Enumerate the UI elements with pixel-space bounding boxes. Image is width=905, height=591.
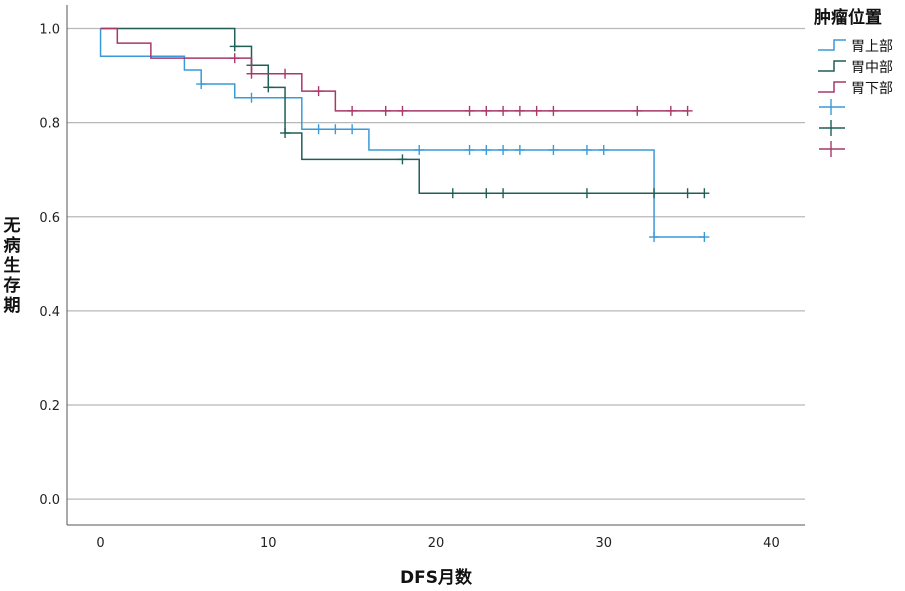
censor-mark [447, 188, 458, 199]
censor-mark [649, 188, 660, 199]
legend-title: 肿瘤位置 [814, 7, 882, 28]
legend-item-0: 胃上部 [818, 39, 893, 55]
censor-mark [699, 188, 710, 199]
x-tick-label-2: 20 [428, 536, 445, 551]
y-axis-label-char: 存 [4, 275, 21, 296]
x-tick-label-1: 10 [260, 536, 277, 551]
legend-item-2: 胃下部 [818, 81, 893, 97]
censor-mark [498, 144, 509, 155]
censor-mark [598, 144, 609, 155]
plot-frame [66, 5, 805, 526]
censor-mark [498, 105, 509, 116]
censor-mark [330, 124, 341, 135]
legend-step-symbol [818, 39, 846, 51]
x-axis-label: DFS月数 [400, 567, 473, 588]
censor-mark [481, 188, 492, 199]
legend-item-3 [819, 99, 845, 115]
x-axis-ticks: 0 10 20 30 40 [96, 536, 779, 551]
censor-mark [682, 188, 693, 199]
censor-mark [632, 105, 643, 116]
y-axis-ticks: 0.0 0.2 0.4 0.6 0.8 1.0 [39, 23, 60, 509]
y-axis-label-char: 生 [4, 255, 21, 276]
censor-mark [313, 86, 324, 97]
censor-mark [649, 232, 660, 242]
censor-mark [263, 82, 274, 93]
censor-mark [313, 124, 324, 135]
censor-mark [246, 92, 257, 103]
legend-item-5 [819, 141, 845, 157]
censor-mark [581, 188, 592, 199]
censor-mark [347, 105, 358, 116]
censor-mark [414, 144, 425, 155]
censor-mark [514, 105, 525, 116]
y-tick-label-2: 0.4 [39, 305, 60, 320]
x-tick-label-3: 30 [595, 536, 612, 551]
legend-label-1: 胃中部 [851, 60, 893, 76]
legend-item-1: 胃中部 [818, 60, 893, 76]
series-1 [100, 27, 710, 199]
censor-mark [531, 105, 542, 116]
y-tick-label-0: 0.0 [39, 493, 60, 508]
censor-mark [280, 68, 291, 79]
y-axis-label-char: 病 [4, 235, 21, 256]
legend-label-2: 胃下部 [851, 81, 893, 97]
censor-mark [347, 124, 358, 135]
censor-mark [699, 232, 710, 242]
series-2 [100, 27, 693, 116]
series-line-0 [99, 28, 705, 238]
x-tick-label-0: 0 [96, 536, 104, 551]
legend-step-symbol [818, 60, 846, 72]
censor-mark [280, 128, 291, 138]
censor-mark [464, 144, 475, 155]
x-tick-label-4: 40 [763, 536, 780, 551]
censor-mark [514, 144, 525, 155]
censor-mark [548, 144, 559, 155]
legend-label-0: 胃上部 [851, 39, 893, 55]
gridlines [67, 27, 805, 500]
censor-mark [665, 105, 676, 116]
censor-mark [229, 53, 240, 64]
censor-mark [229, 41, 240, 52]
series-0 [99, 28, 710, 242]
censor-mark [246, 68, 257, 79]
censor-mark [481, 105, 492, 116]
legend-step-symbol [818, 81, 846, 93]
series-layer [99, 27, 710, 242]
censor-mark [196, 79, 207, 90]
censor-mark [548, 105, 559, 116]
series-line-2 [100, 27, 688, 112]
censor-mark [481, 144, 492, 155]
censor-mark [397, 154, 408, 165]
legend-item-4 [819, 120, 845, 136]
censor-mark [397, 105, 408, 116]
y-axis-label-char: 无 [3, 216, 21, 236]
censor-mark [498, 188, 509, 199]
y-tick-label-5: 1.0 [39, 23, 60, 38]
censor-mark [682, 105, 693, 116]
y-axis-label-char: 期 [4, 296, 21, 316]
y-tick-label-3: 0.6 [39, 211, 60, 226]
censor-mark [380, 105, 391, 116]
y-tick-label-1: 0.2 [39, 399, 60, 414]
y-axis-label: 无病生存期 [3, 216, 21, 316]
censor-mark [581, 144, 592, 155]
y-tick-label-4: 0.8 [39, 117, 60, 132]
censor-mark [464, 105, 475, 116]
